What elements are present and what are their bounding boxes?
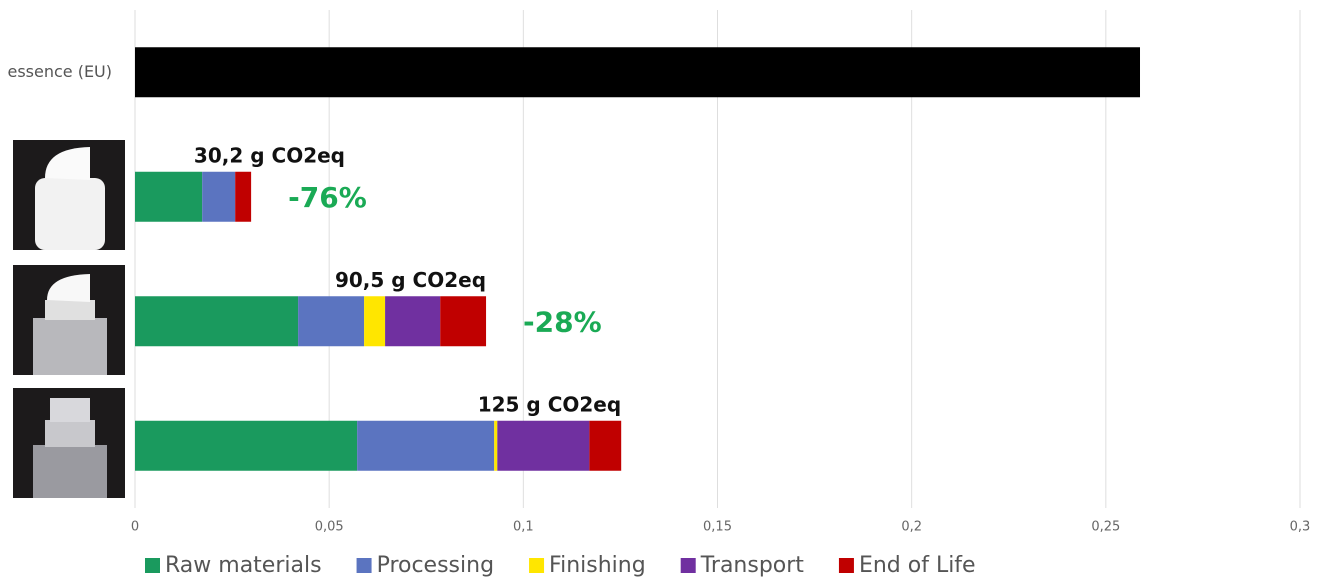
- bottle: [33, 318, 107, 375]
- x-tick-label: 0,15: [703, 520, 732, 535]
- bar-segment: [135, 47, 1140, 97]
- x-tick-label: 0,25: [1091, 520, 1120, 535]
- product-images: [13, 140, 125, 498]
- total-label: 90,5 g CO2eq: [335, 268, 486, 292]
- bar-segment: [357, 421, 494, 471]
- x-tick-label: 0,1: [513, 520, 534, 535]
- total-label: 30,2 g CO2eq: [194, 143, 345, 167]
- bar-segment: [364, 296, 385, 346]
- legend-swatch: [145, 558, 160, 573]
- legend-label: End of Life: [859, 553, 976, 578]
- page: 0 0,05 0,1 0,15 0,2 0,25 0,3 essence (EU) 30,2 g…: [0, 0, 1321, 579]
- legend-swatch: [357, 558, 372, 573]
- bar-segment: [589, 421, 621, 471]
- bar-segment: [235, 172, 251, 222]
- bar-segment: [202, 172, 235, 222]
- legend-label: Finishing: [549, 553, 646, 578]
- total-label: 125 g CO2eq: [478, 392, 621, 416]
- legend-swatch: [839, 558, 854, 573]
- bar-segment: [135, 296, 298, 346]
- legend-swatch: [529, 558, 544, 573]
- legend-swatch: [681, 558, 696, 573]
- bar-segment: [497, 421, 589, 471]
- bar-segment: [298, 296, 364, 346]
- bar-segment: [135, 172, 202, 222]
- legend-label: Transport: [700, 553, 805, 578]
- bar-segment: [440, 296, 486, 346]
- pump-head: [50, 398, 90, 422]
- x-tick-label: 0: [131, 520, 139, 535]
- reduction-label: -28%: [523, 305, 602, 338]
- bottle: [33, 445, 107, 498]
- x-tick-label: 0,05: [315, 520, 344, 535]
- legend-label: Raw materials: [165, 553, 322, 578]
- collar: [45, 420, 95, 447]
- bar-segment: [494, 421, 497, 471]
- legend-label: Processing: [377, 553, 494, 578]
- x-tick-label: 0,2: [901, 520, 922, 535]
- collar: [45, 300, 95, 320]
- y-tick-label: essence (EU): [7, 62, 112, 81]
- x-tick-label: 0,3: [1290, 520, 1311, 535]
- bar-segment: [385, 296, 440, 346]
- chart: 0 0,05 0,1 0,15 0,2 0,25 0,3 essence (EU) 30,2 g…: [0, 0, 1321, 579]
- bottle: [35, 178, 105, 250]
- bar-segment: [135, 421, 357, 471]
- reduction-label: -76%: [288, 181, 367, 214]
